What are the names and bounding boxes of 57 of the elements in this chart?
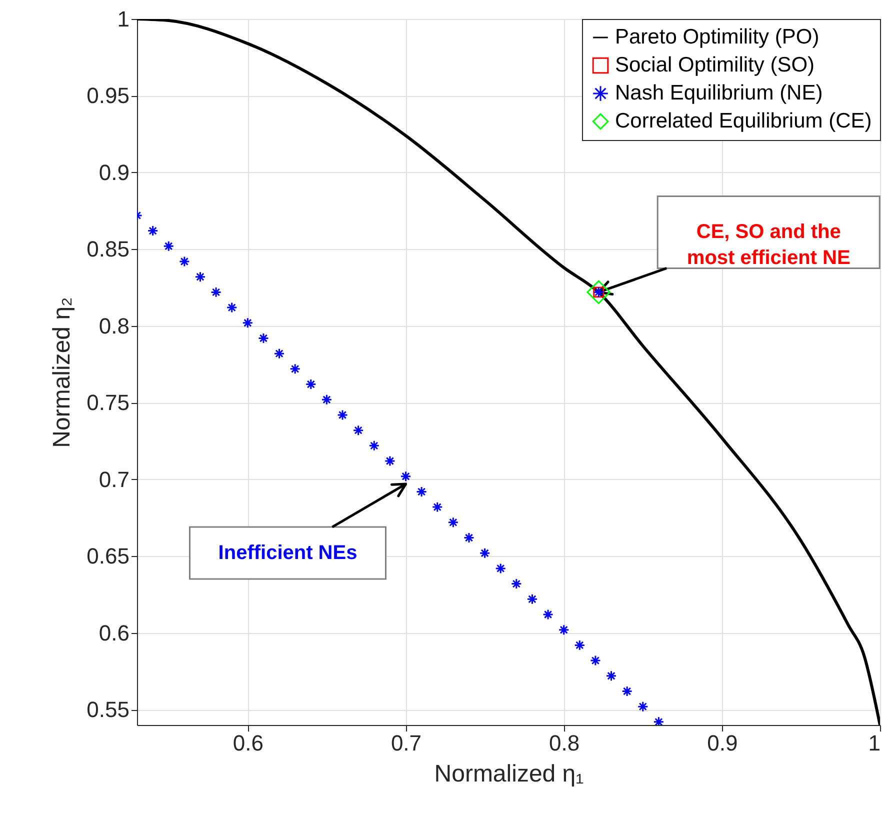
y-tick-label: 0.8 [98,313,130,338]
point [337,409,348,420]
x-tick-label: 0.6 [232,730,264,756]
point [258,332,269,344]
point [194,271,206,282]
y-tick-label: 0.9 [98,160,130,185]
point [226,302,238,314]
y-tick-label: 0.75 [86,390,130,416]
point [384,456,396,467]
point [274,348,285,360]
x-axis-title: Normalized η₁ [434,760,584,788]
point [416,486,428,498]
legend-label: Nash Equilibrium (NE) [615,82,823,104]
point [321,394,332,406]
point [163,240,174,252]
point [242,317,254,328]
point [510,578,522,590]
y-tick-label: 0.7 [98,466,130,492]
x-tick-label: 0.8 [549,730,580,756]
point [542,609,554,620]
x-tick-label: 0.9 [707,730,738,756]
point [622,686,633,697]
point [147,225,158,236]
point [178,256,190,267]
y-tick-label: 0.95 [86,83,130,108]
point [448,516,459,528]
annotation: CE, SO and the most efficient NE [686,221,850,270]
legend-label: Social Optimility (SO) [615,54,815,76]
x-tick-label: 0.7 [390,730,422,756]
y-tick-label: 0.55 [86,697,130,722]
point [463,532,474,544]
y-axis-title: Normalized η₂ [48,297,76,448]
point [558,624,570,636]
point [400,470,412,482]
point [637,701,648,712]
point [586,280,611,304]
point [305,378,316,390]
point [210,286,222,298]
y-tick-label: 1 [117,6,130,32]
point [479,548,490,559]
x-tick-label: 1 [868,730,880,756]
point [368,440,380,452]
point [432,502,443,513]
point [590,655,601,666]
point [290,363,301,374]
y-tick-label: 0.6 [98,620,130,646]
y-tick-label: 0.85 [86,236,130,262]
annotation: Inefficient NEs [218,542,358,564]
point [574,640,586,651]
legend-label: Pareto Optimility (PO) [615,26,820,48]
point [606,670,617,682]
point [526,594,538,605]
point [495,562,506,574]
y-tick-label: 0.65 [86,544,130,569]
point [352,424,364,436]
point [653,716,664,725]
legend-label: Correlated Equilibrium (CE) [615,110,872,132]
